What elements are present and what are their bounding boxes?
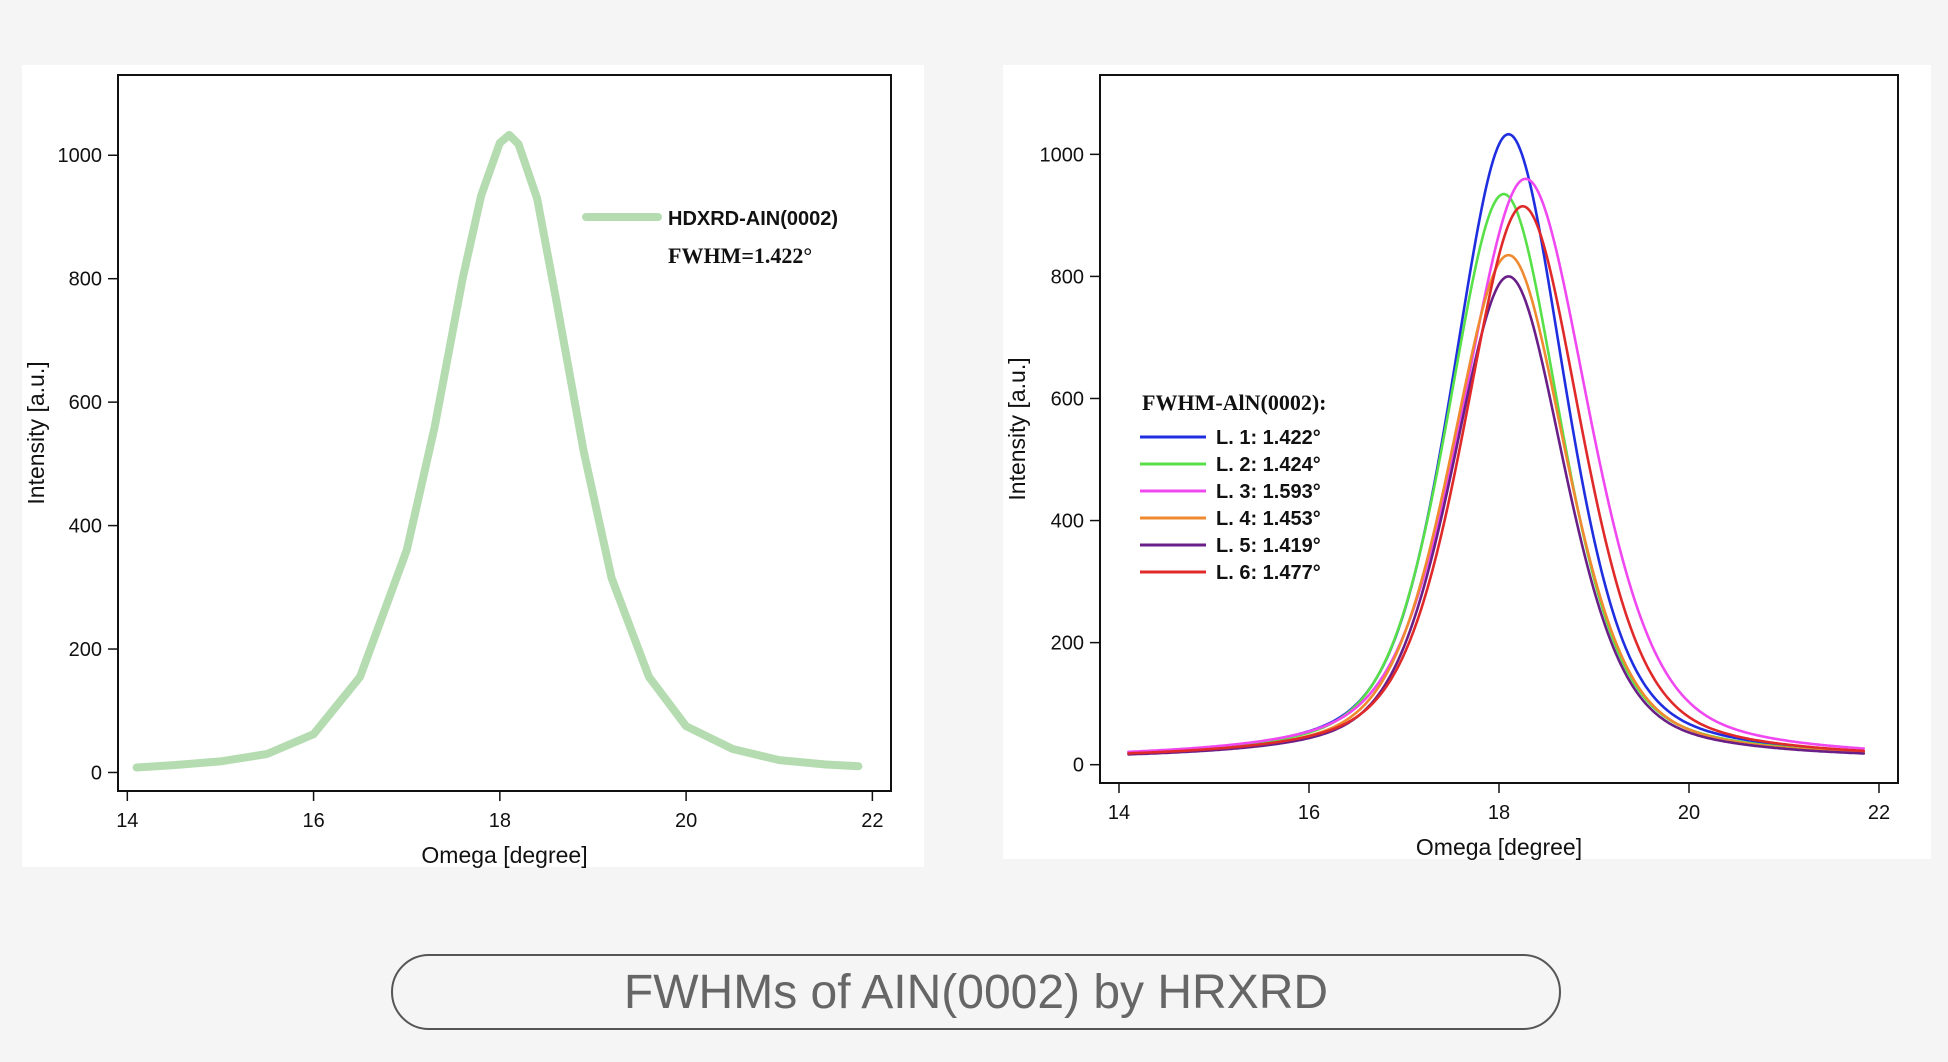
y-tick-label: 400 bbox=[69, 516, 102, 538]
y-tick-label: 600 bbox=[1051, 388, 1084, 410]
x-tick-label: 22 bbox=[1868, 802, 1890, 824]
left-chart-panel: 14 16 18 20 22 0 200 400 600 800 1000 Omega [degree… bbox=[22, 65, 924, 868]
y-axis-title: Intensity [a.u.] bbox=[1004, 357, 1030, 500]
y-tick-label: 600 bbox=[69, 392, 102, 414]
y-tick-label: 400 bbox=[1051, 511, 1084, 533]
right-chart: 14 16 18 20 22 0 200 400 600 800 1000 Omega [degree… bbox=[1004, 74, 1899, 860]
x-tick-label: 18 bbox=[489, 810, 511, 832]
plot-frame bbox=[117, 74, 892, 792]
legend-label-2: L. 2: 1.424° bbox=[1216, 454, 1321, 476]
legend-fwhm-note: FWHM=1.422° bbox=[668, 243, 812, 268]
y-tick-label: 0 bbox=[1073, 755, 1084, 777]
x-tick-label: 14 bbox=[116, 810, 138, 832]
legend-label-4: L. 4: 1.453° bbox=[1216, 508, 1321, 530]
left-chart: 14 16 18 20 22 0 200 400 600 800 1000 Omega [degree… bbox=[23, 74, 892, 868]
y-tick-label: 200 bbox=[1051, 633, 1084, 655]
x-tick-label: 18 bbox=[1488, 802, 1510, 824]
series-line-4 bbox=[1127, 253, 1866, 756]
legend-label-6: L. 6: 1.477° bbox=[1216, 562, 1321, 584]
legend-label: HDXRD-AIN(0002) bbox=[668, 208, 838, 230]
y-tick-label: 1000 bbox=[58, 145, 103, 167]
series-line-6 bbox=[1127, 205, 1866, 755]
series-line-3 bbox=[1127, 177, 1866, 754]
y-tick-label: 1000 bbox=[1040, 144, 1085, 166]
legend-label-3: L. 3: 1.593° bbox=[1216, 481, 1321, 503]
x-tick-label: 14 bbox=[1108, 802, 1130, 824]
series-line-1 bbox=[132, 130, 863, 772]
y-axis-title: Intensity [a.u.] bbox=[23, 361, 49, 504]
x-tick-label: 16 bbox=[1298, 802, 1320, 824]
right-chart-panel: 14 16 18 20 22 0 200 400 600 800 1000 Omega [degree… bbox=[1003, 65, 1931, 860]
series-line-5 bbox=[1127, 275, 1866, 756]
x-axis-title: Omega [degree] bbox=[1416, 834, 1582, 860]
x-axis-title: Omega [degree] bbox=[421, 842, 587, 868]
legend-label-5: L. 5: 1.419° bbox=[1216, 535, 1321, 557]
x-tick-label: 20 bbox=[1678, 802, 1700, 824]
y-tick-label: 200 bbox=[69, 639, 102, 661]
legend-label-1: L. 1: 1.422° bbox=[1216, 427, 1321, 449]
y-tick-label: 0 bbox=[91, 762, 102, 784]
y-tick-label: 800 bbox=[69, 269, 102, 291]
x-tick-label: 22 bbox=[861, 810, 883, 832]
y-tick-label: 800 bbox=[1051, 266, 1084, 288]
legend-title: FWHM-AlN(0002): bbox=[1142, 390, 1327, 415]
x-tick-label: 16 bbox=[302, 810, 324, 832]
x-tick-label: 20 bbox=[675, 810, 697, 832]
caption-box: FWHMs of AIN(0002) by HRXRD bbox=[391, 954, 1561, 1030]
